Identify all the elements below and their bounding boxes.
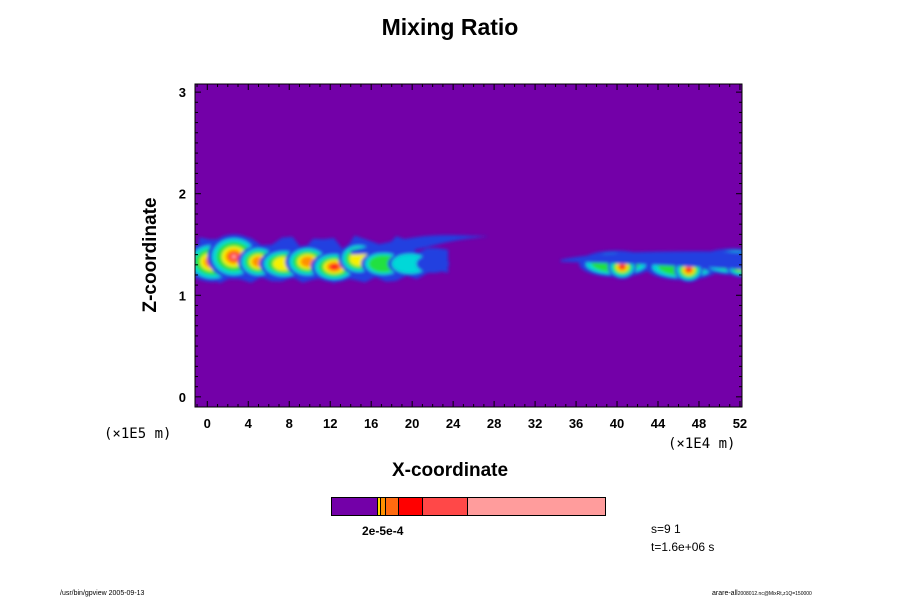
colorbar-segment: [466, 498, 605, 515]
x-tick-label: 16: [364, 416, 378, 431]
footer-source: arare-all2008012.nc@MixRt,z1Q=150000: [712, 590, 812, 597]
x-tick-label: 0: [204, 416, 211, 431]
y-tick-label: 0: [179, 390, 186, 405]
x-tick-label: 44: [651, 416, 666, 431]
field-band: [560, 251, 742, 270]
x-tick-label: 8: [286, 416, 293, 431]
colorbar-labels: 2e-5e-4: [362, 524, 404, 538]
colorbar-segment: [384, 498, 399, 515]
x-tick-label: 4: [245, 416, 253, 431]
field-contour-blue: [416, 254, 450, 273]
colorbar-segment: [398, 498, 422, 515]
x-tick-label: 24: [446, 416, 461, 431]
chart-title: Mixing Ratio: [381, 14, 519, 40]
y-axis-label: Z-coordinate: [140, 197, 161, 313]
x-axis-label: X-coordinate: [391, 460, 509, 481]
y-tick-label: 1: [179, 288, 186, 303]
y-axis-unit: (×1E5 m): [104, 426, 172, 442]
x-tick-label: 32: [528, 416, 542, 431]
colorbar-segment: [377, 498, 380, 515]
colorbar-segment: [379, 498, 385, 515]
field-contour-red: [685, 267, 692, 273]
y-tick-label: 3: [179, 85, 186, 100]
x-tick-label: 40: [610, 416, 624, 431]
x-tick-label: 28: [487, 416, 501, 431]
x-axis-unit: (×1E4 m): [668, 436, 736, 452]
field-wisp: [350, 235, 489, 255]
x-tick-label: 12: [323, 416, 337, 431]
footer-source-sub: 2008012.nc@MixRt,z1Q=150000: [737, 591, 812, 597]
y-tick-label: 2: [179, 187, 186, 202]
colorbar: [331, 497, 606, 516]
field-contour-pink: [231, 254, 237, 259]
colorbar-segment: [332, 498, 378, 515]
footer-source-main: arare-all: [712, 590, 738, 597]
x-tick-label: 36: [569, 416, 583, 431]
step-info: s=9 1: [651, 522, 681, 536]
x-tick-label: 52: [733, 416, 747, 431]
colorbar-segment: [421, 498, 467, 515]
time-info: t=1.6e+06 s: [651, 540, 715, 554]
plot-frame: [194, 83, 743, 408]
x-tick-label: 20: [405, 416, 419, 431]
field-contour-red: [329, 263, 340, 270]
footer-command: /usr/bin/gpview 2005-09-13: [60, 590, 145, 597]
field-contour-red: [619, 264, 626, 270]
x-tick-label: 48: [692, 416, 706, 431]
